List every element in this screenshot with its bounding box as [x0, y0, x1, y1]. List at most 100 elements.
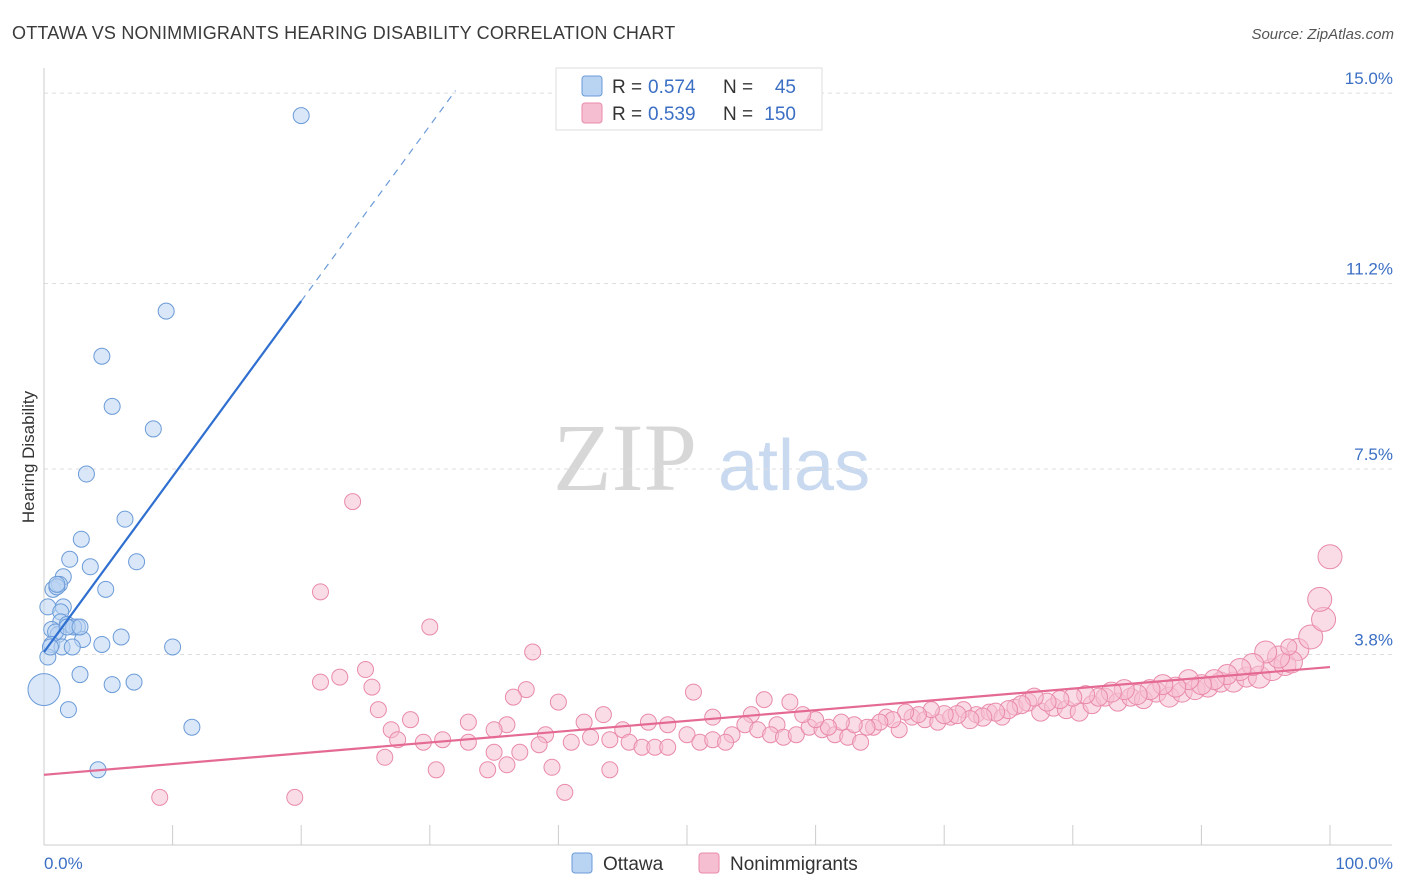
- ottawa-point: [183, 718, 201, 736]
- ottawa-point: [164, 638, 182, 656]
- y-axis-label: Hearing Disability: [19, 390, 38, 523]
- nonimmigrants-point: [376, 748, 394, 766]
- ottawa-point: [116, 510, 134, 528]
- nonimmigrants-point: [819, 718, 837, 736]
- legend-swatch-ottawa: [581, 75, 603, 97]
- legend-r-value-ottawa: 0.574: [648, 77, 696, 98]
- nonimmigrants-point: [511, 743, 529, 761]
- nonimmigrants-point: [389, 731, 407, 749]
- legend-swatch-nonimmigrants: [581, 102, 603, 124]
- nonimmigrants-point: [286, 788, 304, 806]
- ottawa-point: [59, 701, 77, 719]
- y-tick-label: 15.0%: [1345, 69, 1393, 88]
- ottawa-point: [103, 397, 121, 415]
- ottawa-point: [97, 580, 115, 598]
- nonimmigrants-point: [1280, 638, 1298, 656]
- ottawa-point: [63, 638, 81, 656]
- bottom-legend-ottawa: Ottawa: [603, 854, 664, 875]
- y-tick-labels: 3.8% 7.5% 11.2% 15.0%: [1345, 69, 1393, 649]
- nonimmigrants-point: [543, 758, 561, 776]
- nonimmigrants-point: [549, 693, 567, 711]
- ottawa-trend-line: [43, 300, 303, 653]
- legend-r-value-nonimmigrants: 0.539: [648, 104, 696, 125]
- nonimmigrants-point: [704, 708, 722, 726]
- nonimmigrants-point: [434, 731, 452, 749]
- nonimmigrants-point: [755, 691, 773, 709]
- bottom-legend-swatch-ottawa: [571, 852, 593, 874]
- legend-n-value-ottawa: 45: [775, 77, 796, 98]
- legend-n-label-nonimmigrants: N =: [723, 104, 753, 125]
- nonimmigrants-point: [311, 673, 329, 691]
- nonimmigrants-point: [427, 761, 445, 779]
- nonimmigrants-point: [787, 726, 805, 744]
- nonimmigrants-point: [485, 721, 503, 739]
- ottawa-point: [71, 618, 89, 636]
- ottawa-point: [292, 107, 310, 125]
- nonimmigrants-point: [331, 668, 349, 686]
- ottawa-point: [144, 420, 162, 438]
- nonimmigrants-point: [151, 788, 169, 806]
- nonimmigrants-point: [594, 706, 612, 724]
- ottawa-point: [93, 635, 111, 653]
- x-tick-label-min: 0.0%: [44, 854, 83, 873]
- nonimmigrants-point: [517, 681, 535, 699]
- nonimmigrants-point: [678, 726, 696, 744]
- nonimmigrants-point: [601, 731, 619, 749]
- ottawa-point: [103, 676, 121, 694]
- nonimmigrants-point: [582, 728, 600, 746]
- nonimmigrants-point: [717, 733, 735, 751]
- ottawa-point: [112, 628, 130, 646]
- ottawa-point: [157, 302, 175, 320]
- nonimmigrants-point: [402, 711, 420, 729]
- nonimmigrants-point: [485, 743, 503, 761]
- nonimmigrants-point: [524, 643, 542, 661]
- ottawa-point: [128, 553, 146, 571]
- watermark: ZIP atlas: [553, 404, 870, 511]
- legend-r-label-nonimmigrants: R =: [612, 104, 642, 125]
- nonimmigrants-point: [357, 661, 374, 679]
- nonimmigrants-points: [151, 493, 1343, 806]
- bottom-legend-swatch-nonimmigrants: [698, 852, 720, 874]
- nonimmigrants-point: [459, 733, 477, 751]
- nonimmigrants-trend-line: [43, 665, 1331, 776]
- nonimmigrants-point: [344, 493, 362, 511]
- ottawa-point: [72, 530, 90, 548]
- trend-lines: [43, 90, 1331, 776]
- watermark-zip: ZIP: [553, 404, 697, 511]
- ottawa-points: [27, 107, 310, 779]
- nonimmigrants-point: [1307, 586, 1333, 612]
- axes: [43, 68, 1392, 846]
- nonimmigrants-point: [1317, 544, 1343, 570]
- nonimmigrants-point: [556, 783, 574, 801]
- nonimmigrants-point: [601, 761, 619, 779]
- nonimmigrants-point: [1298, 624, 1324, 650]
- nonimmigrants-point: [575, 713, 593, 731]
- watermark-atlas: atlas: [718, 426, 870, 506]
- nonimmigrants-point: [659, 738, 677, 756]
- nonimmigrants-point: [504, 688, 522, 706]
- y-tick-label: 11.2%: [1346, 260, 1393, 279]
- legend-r-label-ottawa: R =: [612, 77, 642, 98]
- nonimmigrants-point: [459, 713, 477, 731]
- nonimmigrants-point: [421, 618, 439, 636]
- nonimmigrants-point: [897, 703, 915, 721]
- nonimmigrants-point: [659, 716, 677, 734]
- bottom-legend-nonimmigrants: Nonimmigrants: [730, 854, 858, 875]
- bottom-legend: Ottawa Nonimmigrants: [571, 852, 858, 875]
- ottawa-point: [41, 638, 59, 656]
- nonimmigrants-point: [530, 736, 548, 754]
- ottawa-point: [77, 465, 95, 483]
- chart-source: Source: ZipAtlas.com: [1251, 26, 1394, 43]
- nonimmigrants-point: [369, 701, 387, 719]
- legend-n-label-ottawa: N =: [723, 77, 753, 98]
- nonimmigrants-point: [639, 713, 657, 731]
- legend-box: R = 0.574 N = 45 R = 0.539 N = 150: [555, 67, 823, 131]
- chart-title: OTTAWA VS NONIMMIGRANTS HEARING DISABILI…: [12, 23, 675, 43]
- legend-n-value-nonimmigrants: 150: [764, 104, 796, 125]
- ottawa-point: [125, 673, 143, 691]
- ottawa-trend-extension: [300, 90, 457, 302]
- y-tick-label: 7.5%: [1354, 445, 1393, 464]
- nonimmigrants-point: [781, 693, 799, 711]
- ottawa-point: [27, 673, 61, 707]
